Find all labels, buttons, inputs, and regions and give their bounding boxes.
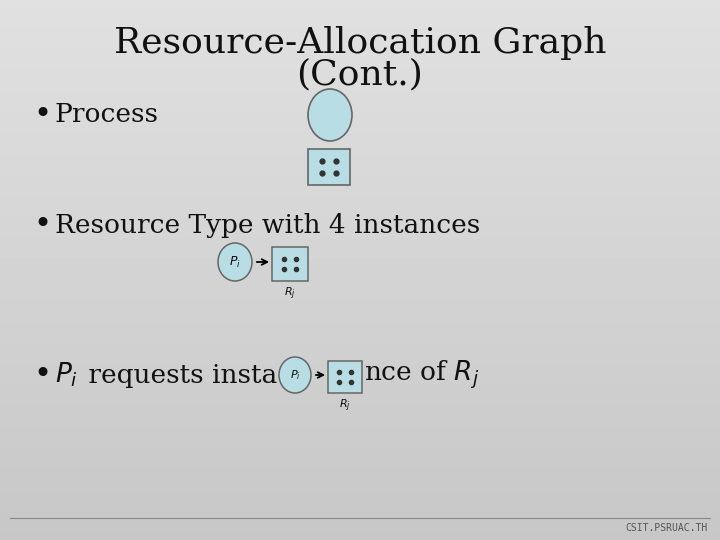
Text: $P_i$: $P_i$ — [289, 368, 300, 382]
Text: •: • — [33, 211, 51, 240]
Text: Resource Type with 4 instances: Resource Type with 4 instances — [55, 213, 480, 238]
Text: (Cont.): (Cont.) — [297, 57, 423, 91]
Text: $P_i$: $P_i$ — [229, 254, 241, 269]
Text: CSIT.PSRUAC.TH: CSIT.PSRUAC.TH — [626, 523, 708, 533]
Ellipse shape — [308, 89, 352, 141]
Text: Process: Process — [55, 103, 159, 127]
Text: $R_j$: $R_j$ — [284, 286, 296, 302]
Text: $R_j$: $R_j$ — [339, 398, 351, 414]
Text: $P_i$: $P_i$ — [55, 361, 78, 389]
Ellipse shape — [279, 357, 311, 393]
Text: nce of $R_j$: nce of $R_j$ — [364, 359, 480, 391]
Text: Resource-Allocation Graph: Resource-Allocation Graph — [114, 26, 606, 60]
Text: requests insta: requests insta — [80, 362, 277, 388]
FancyBboxPatch shape — [328, 361, 362, 393]
Text: •: • — [33, 361, 51, 389]
FancyBboxPatch shape — [272, 247, 308, 281]
Ellipse shape — [218, 243, 252, 281]
Text: •: • — [33, 100, 51, 130]
FancyBboxPatch shape — [308, 149, 350, 185]
